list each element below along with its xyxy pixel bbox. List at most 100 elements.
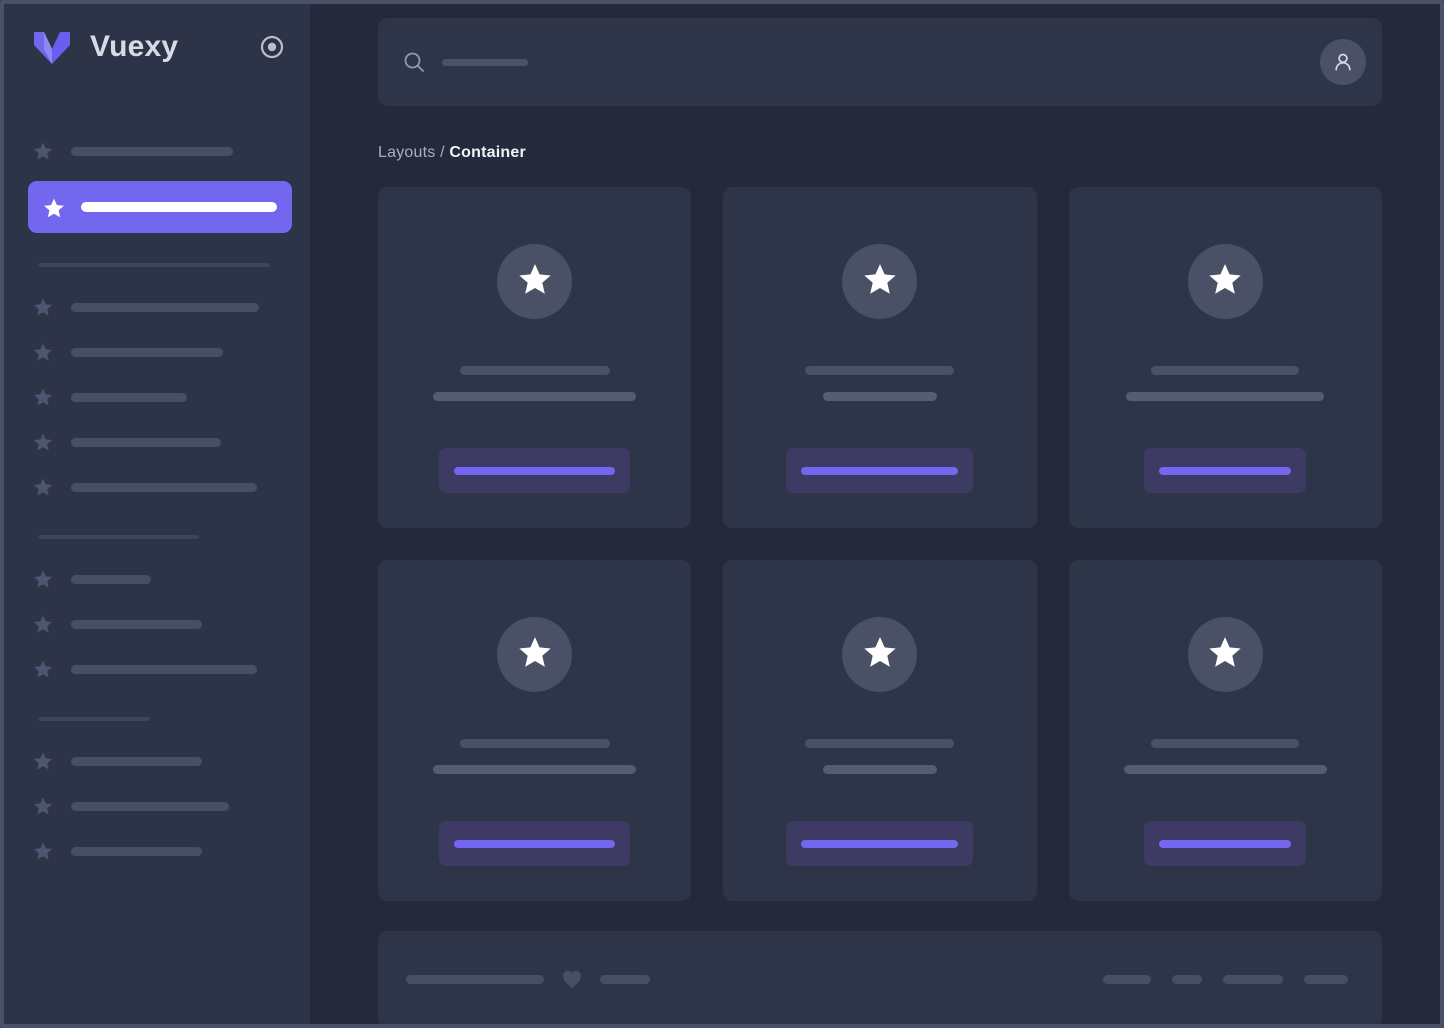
content-card[interactable] — [723, 560, 1037, 901]
sidebar-item-label-placeholder — [71, 846, 202, 856]
breadcrumb-separator: / — [440, 144, 445, 161]
sidebar-item-label-placeholder — [71, 574, 151, 584]
card-text-placeholders — [723, 366, 1036, 401]
sidebar-item-label-placeholder — [71, 437, 221, 447]
card-avatar — [1187, 244, 1263, 319]
card-action-button[interactable] — [1144, 821, 1307, 866]
card-action-button[interactable] — [439, 448, 631, 493]
vuexy-v-logo-icon — [32, 27, 72, 67]
nav-top-spacer — [4, 96, 310, 124]
star-icon — [32, 750, 54, 772]
star-icon — [516, 633, 554, 676]
card-avatar — [842, 244, 918, 319]
sidebar-item[interactable] — [22, 606, 292, 642]
star-icon — [32, 386, 54, 408]
card-text-placeholders — [378, 739, 691, 774]
card-subtitle-placeholder — [1126, 392, 1325, 401]
card-text-placeholders — [723, 739, 1036, 774]
card-title-placeholder — [805, 366, 955, 375]
card-title-placeholder — [459, 739, 610, 748]
sidebar-item[interactable] — [22, 469, 292, 505]
breadcrumb-parent[interactable]: Layouts — [378, 144, 436, 161]
footer-text-placeholder — [406, 974, 544, 984]
card-button-label-placeholder — [1159, 466, 1292, 475]
sidebar-item[interactable] — [22, 424, 292, 460]
sidebar-item-label-placeholder — [71, 482, 257, 492]
sidebar-item[interactable] — [22, 651, 292, 687]
footer-link-placeholder[interactable] — [1103, 974, 1151, 984]
search-box[interactable] — [402, 50, 1320, 74]
user-avatar-icon[interactable] — [1320, 39, 1366, 85]
card-text-placeholders — [1069, 739, 1382, 774]
star-icon — [861, 260, 899, 303]
heart-icon[interactable] — [560, 967, 584, 991]
sidebar-item-label-placeholder — [71, 664, 257, 674]
content-card[interactable] — [1068, 560, 1382, 901]
star-icon — [861, 633, 899, 676]
sidebar-item-label-placeholder — [71, 347, 223, 357]
sidebar-nav — [4, 90, 310, 869]
star-icon — [42, 196, 64, 218]
star-icon — [32, 840, 54, 862]
star-icon — [1206, 633, 1244, 676]
card-subtitle-placeholder — [1123, 765, 1327, 774]
card-action-button[interactable] — [786, 448, 974, 493]
card-avatar — [1187, 617, 1263, 692]
card-title-placeholder — [459, 366, 610, 375]
radio-circle-dot-icon[interactable] — [258, 33, 286, 61]
card-text-placeholders — [378, 366, 691, 401]
card-subtitle-placeholder — [822, 765, 937, 774]
nav-group-label — [38, 535, 199, 539]
nav-group-label — [38, 263, 270, 267]
star-icon — [32, 568, 54, 590]
content-card[interactable] — [378, 560, 692, 901]
sidebar-item-label-placeholder — [81, 202, 277, 212]
footer-left-group — [406, 967, 650, 991]
sidebar-item[interactable] — [22, 133, 292, 169]
sidebar-item[interactable] — [22, 833, 292, 869]
footer-link-placeholder[interactable] — [1223, 974, 1283, 984]
content-card[interactable] — [1068, 187, 1382, 528]
card-button-label-placeholder — [801, 839, 959, 848]
card-grid — [378, 187, 1382, 901]
star-icon — [32, 476, 54, 498]
footer-link-placeholder[interactable] — [1304, 974, 1348, 984]
content-card[interactable] — [723, 187, 1037, 528]
sidebar-item-label-placeholder — [71, 146, 233, 156]
sidebar-item-active[interactable] — [28, 181, 292, 233]
sidebar-brand: Vuexy — [4, 4, 310, 90]
card-action-button[interactable] — [786, 821, 974, 866]
star-icon — [32, 296, 54, 318]
content-card[interactable] — [378, 187, 692, 528]
footer-secondary-placeholder — [600, 974, 650, 984]
sidebar-item[interactable] — [22, 561, 292, 597]
sidebar-item-label-placeholder — [71, 392, 187, 402]
card-action-button[interactable] — [439, 821, 631, 866]
breadcrumb: Layouts / Container — [378, 144, 1440, 162]
card-button-label-placeholder — [801, 466, 959, 475]
footer-bar — [378, 931, 1382, 1024]
card-action-button[interactable] — [1144, 448, 1307, 493]
brand-name: Vuexy — [90, 30, 179, 63]
sidebar-item[interactable] — [22, 788, 292, 824]
breadcrumb-current: Container — [449, 144, 526, 161]
card-subtitle-placeholder — [433, 392, 637, 401]
card-text-placeholders — [1069, 366, 1382, 401]
card-button-label-placeholder — [1159, 839, 1292, 848]
sidebar: Vuexy — [4, 4, 310, 1024]
nav-group-list — [4, 133, 310, 869]
star-icon — [1206, 260, 1244, 303]
sidebar-item[interactable] — [22, 289, 292, 325]
card-title-placeholder — [805, 739, 955, 748]
footer-link-placeholder[interactable] — [1172, 974, 1202, 984]
footer-right-links — [1103, 974, 1348, 984]
star-icon — [32, 613, 54, 635]
sidebar-item[interactable] — [22, 379, 292, 415]
sidebar-item[interactable] — [22, 743, 292, 779]
star-icon — [32, 431, 54, 453]
sidebar-item[interactable] — [22, 334, 292, 370]
sidebar-item-label-placeholder — [71, 619, 202, 629]
card-avatar — [497, 617, 573, 692]
search-input-placeholder[interactable] — [442, 58, 528, 66]
